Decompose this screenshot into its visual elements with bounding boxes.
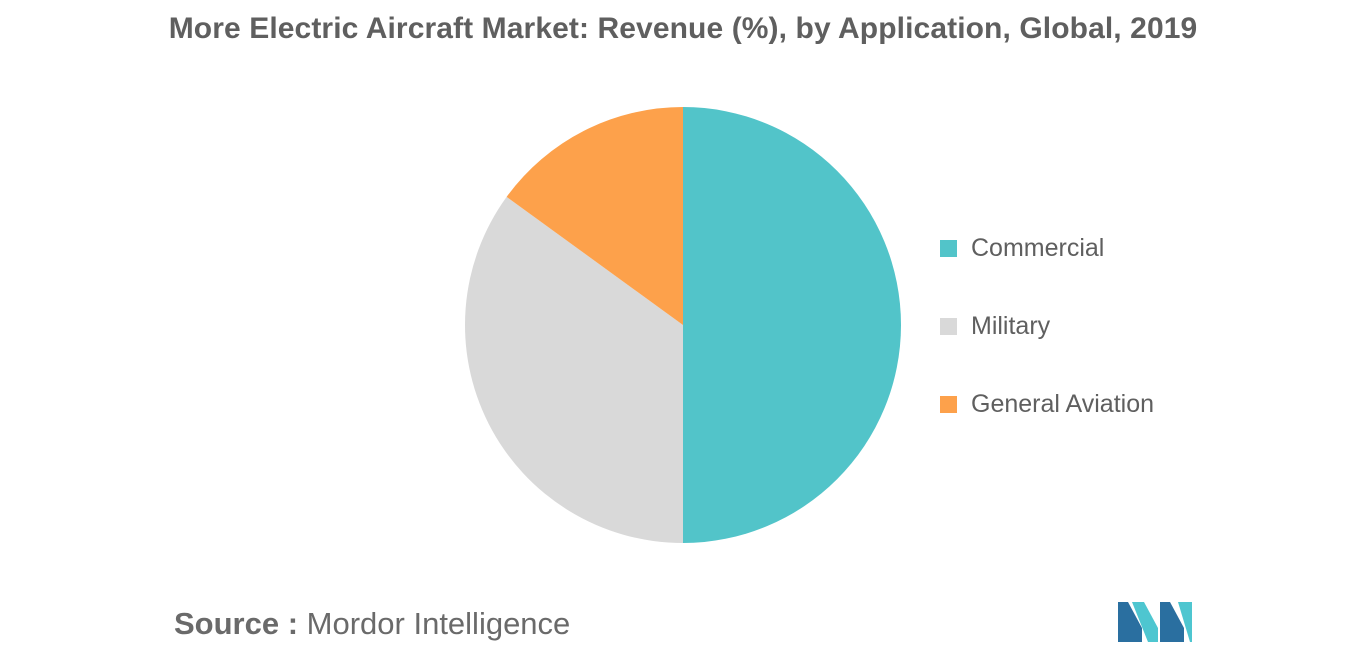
logo-shape-4 (1178, 602, 1192, 642)
source-prefix: Source : (174, 606, 299, 641)
pie-slice-general-aviation (506, 106, 683, 325)
chart-legend: Commercial Military General Aviation (940, 228, 1154, 462)
source-credit: Source : Mordor Intelligence (174, 606, 570, 642)
legend-item-general-aviation: General Aviation (940, 384, 1154, 424)
source-name: Mordor Intelligence (306, 606, 571, 641)
legend-swatch-general-aviation (940, 395, 957, 413)
legend-label-general-aviation: General Aviation (971, 389, 1154, 418)
legend-swatch-military (940, 317, 957, 335)
chart-title: More Electric Aircraft Market: Revenue (… (168, 12, 1198, 45)
mordor-intelligence-logo-icon (1118, 602, 1192, 642)
legend-item-military: Military (940, 306, 1154, 346)
logo-shape-3 (1160, 602, 1184, 642)
pie-slice-military (465, 196, 683, 544)
legend-swatch-commercial (940, 239, 957, 257)
pie-slice-commercial (683, 107, 901, 543)
logo-shape-2 (1132, 602, 1158, 642)
legend-label-commercial: Commercial (971, 233, 1105, 262)
legend-item-commercial: Commercial (940, 228, 1154, 268)
logo-shape-1 (1118, 602, 1142, 642)
legend-label-military: Military (971, 311, 1051, 340)
